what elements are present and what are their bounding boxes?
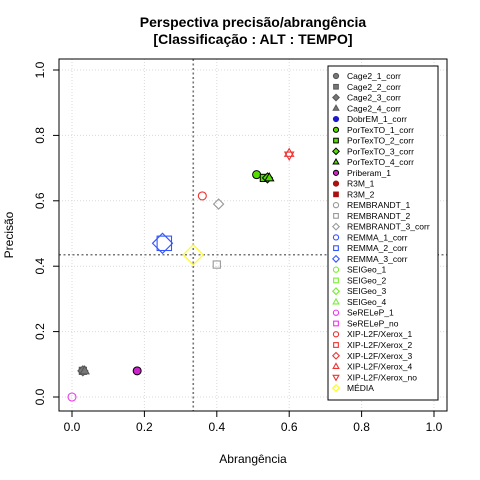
x-tick-label: 0.4 <box>208 420 225 434</box>
legend-label: PorTexTO_2_corr <box>347 136 414 146</box>
x-tick-label: 0.6 <box>281 420 298 434</box>
legend-symbol <box>333 83 339 90</box>
y-tick-label: 0.4 <box>33 258 47 275</box>
legend-label: SeRELeP_1 <box>347 308 394 318</box>
legend-box <box>327 65 439 401</box>
reference-lines <box>59 59 447 411</box>
legend-symbol <box>332 362 340 370</box>
legend-symbol <box>331 254 341 263</box>
data-point <box>283 151 295 161</box>
data-points <box>67 147 295 402</box>
legend-label: REMMA_3_corr <box>347 254 408 264</box>
legend-symbol <box>332 234 340 241</box>
legend-symbol <box>332 297 340 305</box>
legend-symbol <box>333 212 339 219</box>
y-tick-label: 0.0 <box>33 388 47 405</box>
x-axis: 0.0 0.2 0.4 0.6 0.8 1.0 <box>64 411 443 434</box>
legend-symbol <box>331 351 341 360</box>
y-tick-label: 1.0 <box>33 61 47 78</box>
chart-title-line-2: [Classificação : ALT : TEMPO] <box>153 31 352 47</box>
legend-symbol <box>332 104 340 111</box>
legend-label: Cage2_2_corr <box>347 82 401 92</box>
legend-label: XIP-L2F/Xerox_1 <box>347 329 412 339</box>
legend-label: Priberam_1 <box>347 168 391 178</box>
legend-label: PorTexTO_4_corr <box>347 157 414 167</box>
legend-label: PorTexTO_1_corr <box>347 125 414 135</box>
legend-symbol <box>332 115 340 123</box>
x-axis-label: Abrangência <box>219 452 287 466</box>
legend-symbol <box>332 201 340 209</box>
legend-symbol <box>332 126 340 133</box>
y-axis-label: Precisão <box>2 211 16 258</box>
legend-label: XIP-L2F/Xerox_2 <box>347 340 412 350</box>
chart-title-line-1: Perspectiva precisão/abrangência <box>140 14 367 30</box>
legend-label: REMMA_2_corr <box>347 243 408 253</box>
data-point <box>132 366 142 376</box>
legend-symbol <box>332 72 340 80</box>
legend-symbol <box>331 384 341 393</box>
legend-label: SEIGeo_4 <box>347 297 386 307</box>
x-tick-label: 0.8 <box>353 420 370 434</box>
legend-label: XIP-L2F/Xerox_no <box>347 372 417 382</box>
legend-symbol <box>332 157 340 165</box>
y-tick-label: 0.2 <box>33 323 47 340</box>
x-tick-label: 0.2 <box>136 420 153 434</box>
legend-label: MÉDIA <box>347 383 374 393</box>
legend-symbol <box>332 147 340 156</box>
legend-symbol <box>332 374 340 382</box>
legend-symbol <box>331 222 341 231</box>
legend-label: PorTexTO_3_corr <box>347 146 414 156</box>
legend-symbol <box>331 287 341 296</box>
legend-symbol <box>333 191 339 198</box>
legend-label: R3M_1 <box>347 179 375 189</box>
legend-label: DobrEM_1_corr <box>347 114 407 124</box>
data-point <box>252 170 262 180</box>
legend-symbol <box>333 137 339 144</box>
legend-label: REMBRANDT_2 <box>347 211 411 221</box>
data-point <box>197 191 207 201</box>
data-point <box>264 172 275 182</box>
legend-symbol <box>332 331 340 338</box>
y-tick-label: 0.8 <box>33 127 47 144</box>
legend-label: REMMA_1_corr <box>347 232 408 242</box>
legend-symbol <box>332 266 340 273</box>
plot-frame <box>58 58 448 412</box>
legend-symbol <box>333 277 339 284</box>
legend-symbol <box>332 169 340 176</box>
data-point <box>182 243 205 266</box>
legend: Cage2_1_corrCage2_2_corrCage2_3_corrCage… <box>327 65 439 401</box>
y-axis: 0.0 0.2 0.4 0.6 0.8 1.0 <box>33 61 59 405</box>
legend-symbol <box>333 245 339 252</box>
legend-label: SeRELeP_no <box>347 318 399 328</box>
legend-label: SEIGeo_2 <box>347 275 386 285</box>
data-point <box>67 392 77 402</box>
x-tick-label: 0.0 <box>64 420 81 434</box>
legend-label: Cage2_1_corr <box>347 71 401 81</box>
legend-symbol <box>332 93 340 102</box>
legend-label: REMBRANDT_3_corr <box>347 222 430 232</box>
legend-label: Cage2_4_corr <box>347 103 401 113</box>
data-point <box>156 235 173 252</box>
legend-label: XIP-L2F/Xerox_3 <box>347 351 412 361</box>
data-point <box>151 232 174 255</box>
legend-symbol <box>332 180 340 187</box>
legend-label: XIP-L2F/Xerox_4 <box>347 362 412 372</box>
data-point <box>212 198 225 210</box>
data-point <box>79 365 90 375</box>
legend-label: REMBRANDT_1 <box>347 200 411 210</box>
legend-symbol <box>332 309 340 316</box>
x-tick-label: 1.0 <box>426 420 443 434</box>
y-tick-label: 0.6 <box>33 192 47 209</box>
legend-label: SEIGeo_3 <box>347 286 386 296</box>
legend-label: R3M_2 <box>347 189 375 199</box>
legend-symbol <box>333 320 339 327</box>
data-point <box>212 260 221 269</box>
legend-label: SEIGeo_1 <box>347 265 386 275</box>
legend-label: Cage2_3_corr <box>347 93 401 103</box>
legend-symbol <box>333 342 339 348</box>
